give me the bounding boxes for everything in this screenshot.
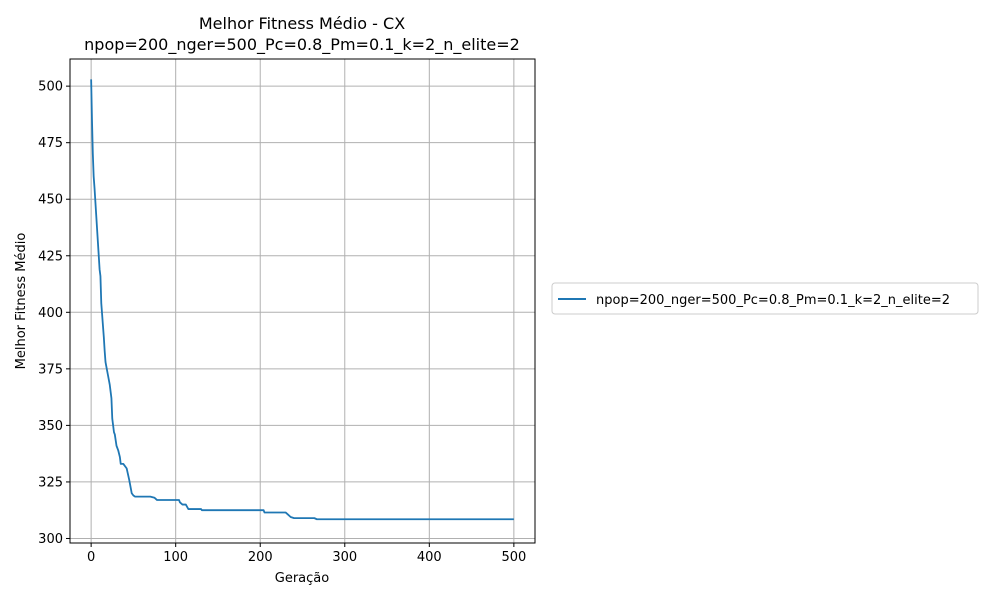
x-tick-label: 400 <box>417 550 442 565</box>
y-tick-label: 375 <box>38 362 63 377</box>
legend-entry-label: npop=200_nger=500_Pc=0.8_Pm=0.1_k=2_n_el… <box>596 293 950 308</box>
axis-ticks: 0 100 200 300 400 500 300 325 350 375 400 425 450 475… <box>38 80 526 565</box>
y-axis-label: Melhor Fitness Médio <box>14 233 29 370</box>
x-axis-label: Geração <box>275 571 329 586</box>
series-line <box>90 79 514 521</box>
x-tick-label: 0 <box>87 550 95 565</box>
plot-frame <box>69 58 536 544</box>
x-tick-label: 300 <box>332 550 357 565</box>
series-layer <box>90 79 514 521</box>
y-tick-label: 475 <box>38 136 63 151</box>
y-tick-label: 425 <box>38 249 63 264</box>
x-tick-label: 100 <box>163 550 188 565</box>
chart-subtitle: npop=200_nger=500_Pc=0.8_Pm=0.1_k=2_n_el… <box>84 35 520 55</box>
legend: npop=200_nger=500_Pc=0.8_Pm=0.1_k=2_n_el… <box>551 282 979 315</box>
x-tick-label: 500 <box>501 550 526 565</box>
x-tick-label: 200 <box>248 550 273 565</box>
y-tick-label: 500 <box>38 80 63 95</box>
y-tick-label: 300 <box>38 532 63 547</box>
y-tick-label: 450 <box>38 193 63 208</box>
chart-title: Melhor Fitness Médio - CX <box>199 14 405 33</box>
legend-box <box>551 282 979 315</box>
grid-lines <box>70 59 535 543</box>
y-tick-label: 400 <box>38 306 63 321</box>
y-tick-label: 325 <box>38 475 63 490</box>
y-tick-label: 350 <box>38 419 63 434</box>
